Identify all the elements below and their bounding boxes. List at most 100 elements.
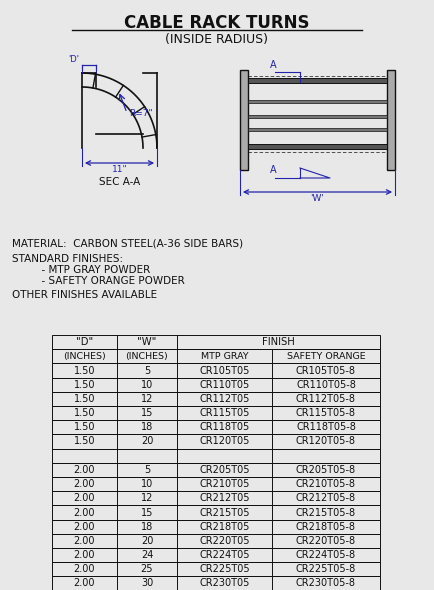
Text: CR215T05: CR215T05: [199, 507, 249, 517]
Text: CR212T05: CR212T05: [199, 493, 249, 503]
Text: 25: 25: [141, 564, 153, 574]
Text: CR118T05: CR118T05: [199, 422, 249, 432]
Bar: [52, 520, 379, 534]
Text: 30: 30: [141, 579, 153, 588]
Bar: [52, 562, 379, 576]
Text: SAFETY ORANGE: SAFETY ORANGE: [286, 352, 365, 361]
Bar: [52, 548, 379, 562]
Text: CR224T05-8: CR224T05-8: [295, 550, 355, 560]
Text: CR115T05-8: CR115T05-8: [295, 408, 355, 418]
Text: 'D': 'D': [68, 55, 79, 64]
Text: CR205T05: CR205T05: [199, 465, 249, 475]
Text: 1.50: 1.50: [74, 408, 95, 418]
Bar: [52, 349, 379, 363]
Text: 'W': 'W': [310, 194, 324, 203]
Text: MTP GRAY: MTP GRAY: [200, 352, 248, 361]
Text: A: A: [270, 165, 276, 175]
Text: CR220T05: CR220T05: [199, 536, 249, 546]
Text: 1.50: 1.50: [74, 422, 95, 432]
Text: MATERIAL:  CARBON STEEL(A-36 SIDE BARS): MATERIAL: CARBON STEEL(A-36 SIDE BARS): [12, 238, 243, 248]
Bar: [52, 420, 379, 434]
Text: A: A: [270, 60, 276, 70]
Text: 24: 24: [141, 550, 153, 560]
Bar: [52, 363, 379, 378]
Bar: [240, 70, 247, 170]
Text: CR205T05-8: CR205T05-8: [295, 465, 355, 475]
Text: 18: 18: [141, 422, 153, 432]
Text: - MTP GRAY POWDER: - MTP GRAY POWDER: [22, 265, 150, 275]
Text: 5: 5: [144, 365, 150, 375]
Text: CR210T05-8: CR210T05-8: [295, 479, 355, 489]
Text: 18: 18: [141, 522, 153, 532]
Text: SEC A-A: SEC A-A: [99, 177, 140, 187]
Text: (INSIDE RADIUS): (INSIDE RADIUS): [165, 33, 268, 46]
Text: CR110T05: CR110T05: [199, 380, 249, 390]
Bar: [52, 434, 379, 448]
Bar: [52, 477, 379, 491]
Text: 2.00: 2.00: [74, 564, 95, 574]
Text: 5: 5: [144, 465, 150, 475]
Text: OTHER FINISHES AVAILABLE: OTHER FINISHES AVAILABLE: [12, 290, 157, 300]
Text: CR225T05: CR225T05: [199, 564, 249, 574]
Text: (INCHES): (INCHES): [63, 352, 105, 361]
Text: CR112T05: CR112T05: [199, 394, 249, 404]
Text: CR120T05-8: CR120T05-8: [295, 437, 355, 447]
Text: CR105T05-8: CR105T05-8: [295, 365, 355, 375]
Text: CR230T05-8: CR230T05-8: [295, 579, 355, 588]
Text: 12: 12: [141, 493, 153, 503]
Text: 2.00: 2.00: [74, 550, 95, 560]
Text: CR225T05-8: CR225T05-8: [295, 564, 355, 574]
Text: - SAFETY ORANGE POWDER: - SAFETY ORANGE POWDER: [22, 276, 184, 286]
Text: 10: 10: [141, 479, 153, 489]
Text: CR212T05-8: CR212T05-8: [295, 493, 355, 503]
Text: (INCHES): (INCHES): [125, 352, 168, 361]
Text: 20: 20: [141, 437, 153, 447]
Bar: [247, 144, 386, 149]
Text: 15: 15: [141, 507, 153, 517]
Text: CABLE RACK TURNS: CABLE RACK TURNS: [124, 14, 309, 32]
Text: 2.00: 2.00: [74, 479, 95, 489]
Text: 20: 20: [141, 536, 153, 546]
Text: "W": "W": [137, 337, 156, 347]
Text: CR218T05-8: CR218T05-8: [295, 522, 355, 532]
Text: "D": "D": [76, 337, 93, 347]
Bar: [52, 491, 379, 506]
Text: 1.50: 1.50: [74, 380, 95, 390]
Text: CR115T05: CR115T05: [199, 408, 249, 418]
Text: CR220T05-8: CR220T05-8: [295, 536, 355, 546]
Text: 2.00: 2.00: [74, 579, 95, 588]
Bar: [247, 100, 386, 103]
Text: CR112T05-8: CR112T05-8: [295, 394, 355, 404]
Text: 10: 10: [141, 380, 153, 390]
Text: 1.50: 1.50: [74, 394, 95, 404]
Text: CR118T05-8: CR118T05-8: [296, 422, 355, 432]
Text: CR218T05: CR218T05: [199, 522, 249, 532]
Text: CR215T05-8: CR215T05-8: [295, 507, 355, 517]
Text: STANDARD FINISHES:: STANDARD FINISHES:: [12, 254, 123, 264]
Text: CR110T05-8: CR110T05-8: [296, 380, 355, 390]
Text: 1.50: 1.50: [74, 437, 95, 447]
Text: 2.00: 2.00: [74, 465, 95, 475]
Text: CR120T05: CR120T05: [199, 437, 249, 447]
Text: FINISH: FINISH: [262, 337, 294, 347]
Bar: [52, 463, 379, 477]
Bar: [52, 576, 379, 590]
Text: 15: 15: [141, 408, 153, 418]
Text: CR230T05: CR230T05: [199, 579, 249, 588]
Text: 1.50: 1.50: [74, 365, 95, 375]
Text: CR210T05: CR210T05: [199, 479, 249, 489]
Bar: [52, 448, 379, 463]
Text: 12: 12: [141, 394, 153, 404]
Text: R=7": R=7": [129, 109, 152, 117]
Text: 2.00: 2.00: [74, 536, 95, 546]
Bar: [247, 115, 386, 118]
Bar: [247, 78, 386, 83]
Text: 11": 11": [112, 165, 127, 174]
Bar: [386, 70, 394, 170]
Bar: [52, 534, 379, 548]
Bar: [247, 128, 386, 131]
Text: CR105T05: CR105T05: [199, 365, 249, 375]
Bar: [52, 378, 379, 392]
Bar: [52, 392, 379, 406]
Text: 2.00: 2.00: [74, 493, 95, 503]
